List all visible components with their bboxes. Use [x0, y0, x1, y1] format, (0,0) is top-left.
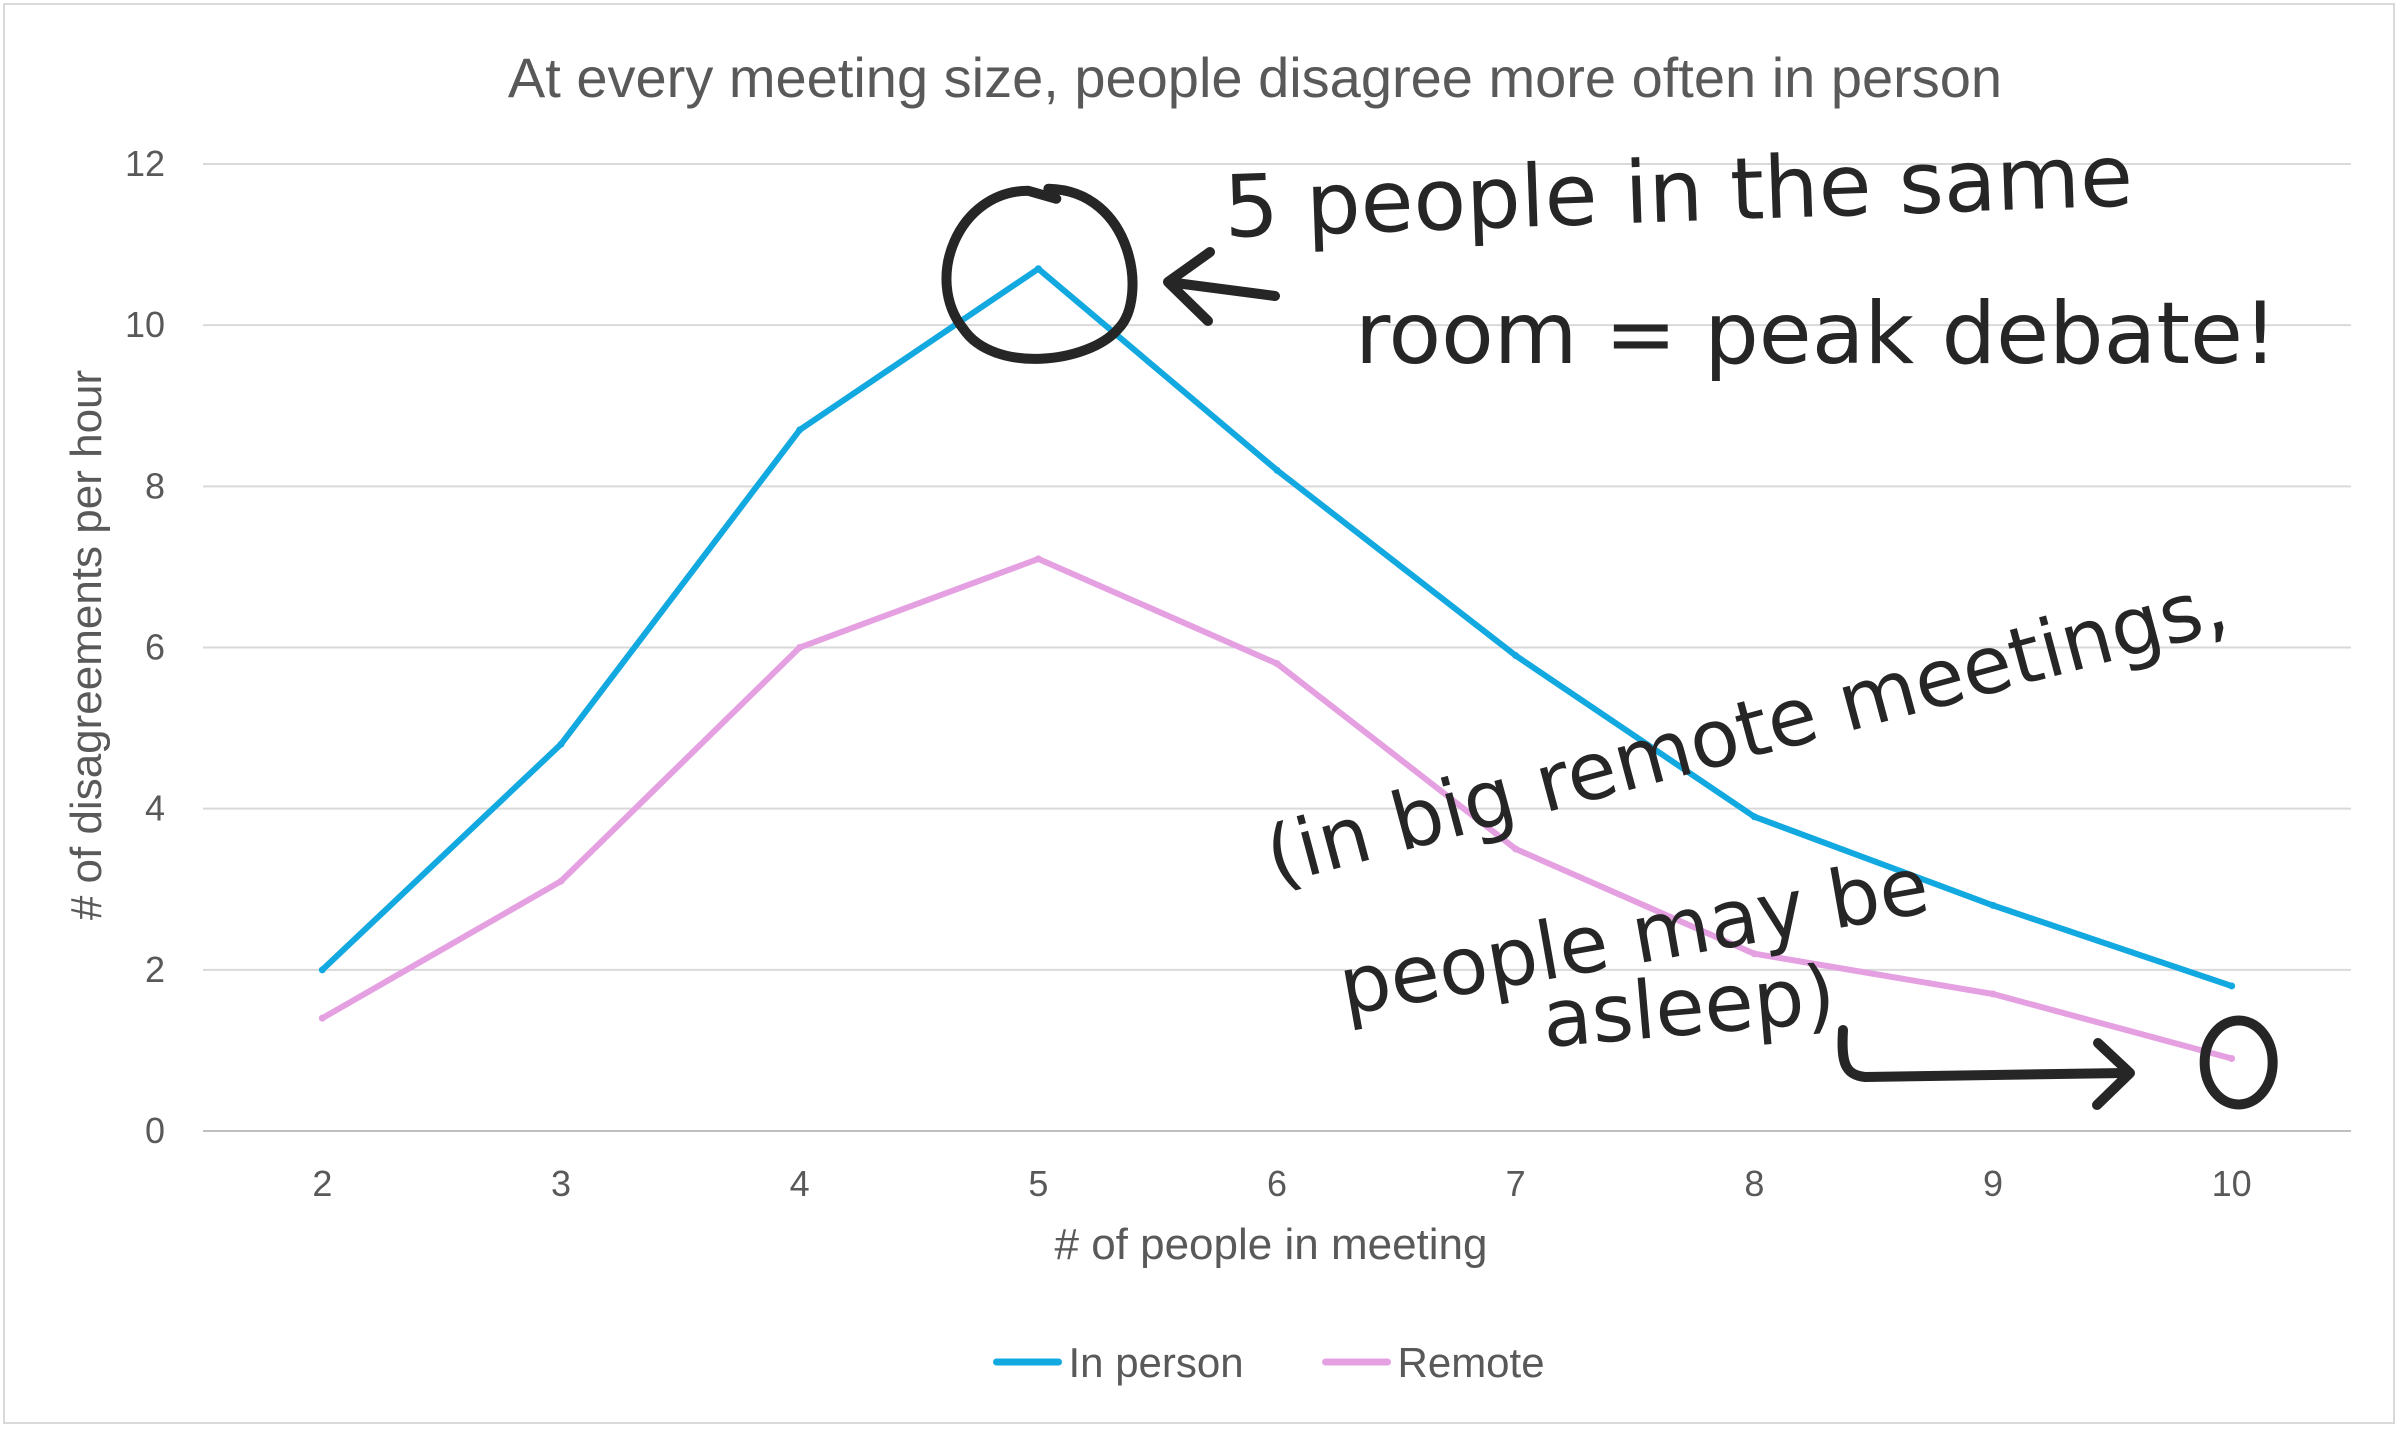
data-point	[1273, 466, 1281, 474]
x-axis-title: # of people in meeting	[1055, 1220, 1488, 1269]
peak-circle	[941, 183, 1138, 364]
chart-title: At every meeting size, people disagree m…	[508, 46, 2002, 109]
y-tick-label: 2	[145, 949, 165, 990]
legend-label-0: In person	[1069, 1339, 1244, 1386]
gridlines	[203, 163, 2351, 1132]
x-axis-ticks: 2 3 4 5 6 7 8 9 10	[312, 1163, 2251, 1204]
data-point	[796, 644, 804, 651]
legend: In person Remote	[993, 1339, 1545, 1386]
data-point	[1512, 652, 1520, 660]
data-point	[1750, 813, 1758, 821]
x-tick-label: 4	[790, 1163, 810, 1204]
data-point	[557, 877, 565, 885]
x-tick-label: 8	[1744, 1163, 1764, 1204]
data-point	[1750, 950, 1758, 958]
peak-annotation-line-1: 5 people in the same	[1222, 126, 2134, 258]
y-axis-ticks: 0 2 4 6 8 10 12	[125, 143, 165, 1151]
asleep-arrow	[1837, 1025, 2135, 1110]
x-tick-label: 2	[312, 1163, 332, 1204]
peak-arrow	[1163, 247, 1280, 326]
data-point	[1989, 990, 1997, 998]
x-tick-label: 6	[1267, 1163, 1287, 1204]
y-tick-label: 0	[145, 1110, 165, 1151]
chart-frame: At every meeting size, people disagree m…	[3, 3, 2395, 1424]
data-point	[318, 966, 326, 974]
x-tick-label: 10	[2212, 1163, 2252, 1204]
data-point	[796, 426, 804, 434]
x-tick-label: 3	[551, 1163, 571, 1204]
data-point	[1512, 845, 1520, 853]
x-tick-label: 7	[1506, 1163, 1526, 1204]
data-point	[318, 1014, 326, 1022]
data-point	[1273, 660, 1281, 668]
data-point	[1989, 901, 1997, 909]
y-tick-label: 12	[125, 143, 165, 184]
data-point	[2228, 1054, 2236, 1062]
handwritten-annotations: 5 people in the same room = peak debate! (…	[941, 126, 2278, 1110]
y-axis-title: # of disagreements per hour	[62, 370, 111, 920]
y-tick-label: 8	[145, 465, 165, 506]
data-point	[2228, 982, 2236, 990]
y-tick-label: 6	[145, 627, 165, 668]
data-point	[557, 740, 565, 748]
x-tick-label: 5	[1028, 1163, 1048, 1204]
line-chart: At every meeting size, people disagree m…	[62, 46, 2351, 1386]
y-tick-label: 10	[125, 304, 165, 345]
data-point	[1034, 555, 1042, 563]
data-point	[1034, 265, 1042, 273]
peak-annotation-line-2: room = peak debate!	[1355, 284, 2277, 384]
asleep-circle	[2199, 1015, 2278, 1110]
y-tick-label: 4	[145, 788, 165, 829]
series-lines	[318, 265, 2236, 1062]
legend-label-1: Remote	[1398, 1339, 1545, 1386]
remote-annotation-line-1: (in big remote meetings,	[1256, 557, 2237, 903]
x-tick-label: 9	[1983, 1163, 2003, 1204]
